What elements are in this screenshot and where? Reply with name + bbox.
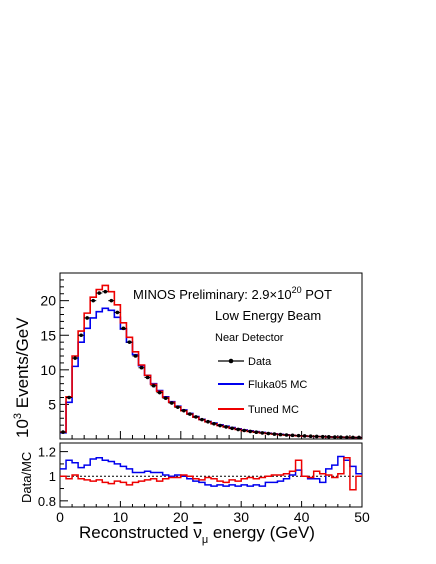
data-point — [212, 421, 216, 426]
data-point — [260, 431, 265, 435]
data-point — [302, 434, 307, 438]
data-point — [182, 408, 186, 413]
ratio-plot-frame — [59, 442, 363, 508]
data-point — [333, 435, 337, 439]
data-point — [97, 291, 102, 295]
x-tick-label: 20 — [173, 509, 189, 525]
legend-data-label: Data — [248, 356, 272, 368]
data-point — [194, 415, 198, 419]
legend-data-marker — [228, 358, 234, 364]
ratio-y-tick-label: 1.2 — [38, 445, 56, 460]
legend-entry-data: Data — [218, 356, 272, 368]
ratio-plot-marks — [60, 455, 362, 491]
ratio-y-tick-label: 1 — [49, 469, 56, 484]
data-point — [236, 427, 240, 432]
legend-entry-tuned: Tuned MC — [218, 404, 299, 416]
data-point — [224, 425, 228, 429]
data-point — [242, 428, 247, 433]
main-y-tick-label: 20 — [40, 293, 56, 309]
data-point — [109, 298, 114, 303]
data-point — [163, 396, 168, 400]
main-y-tick-label: 5 — [48, 396, 56, 412]
data-point — [169, 401, 174, 405]
data-point — [206, 419, 210, 424]
data-point — [139, 365, 144, 370]
main-y-axis-label: 103 Events/GeV — [12, 317, 32, 438]
data-point — [85, 316, 89, 320]
data-point — [345, 435, 349, 440]
data-point — [151, 383, 156, 388]
ratio-y-axis-label: Data/MC — [19, 452, 34, 503]
x-tick-label: 0 — [56, 509, 64, 525]
legend-tuned-label: Tuned MC — [248, 404, 299, 416]
x-tick-label: 40 — [294, 509, 310, 525]
ratio-axis-ticks: 0 10 20 30 40 50 0.8 1 1.2 — [38, 445, 370, 525]
data-point — [79, 333, 83, 338]
x-tick-label: 30 — [233, 509, 249, 525]
data-point — [73, 356, 77, 360]
data-point — [314, 434, 319, 439]
data-point — [230, 426, 234, 431]
ratio-fluka05-line — [60, 455, 362, 487]
data-point — [103, 289, 108, 294]
data-point — [290, 433, 295, 438]
ratio-plot-panel: 0 10 20 30 40 50 0.8 1 1.2 — [38, 442, 370, 525]
preliminary-label: MINOS Preliminary: 2.9×1020 POT — [133, 285, 332, 302]
main-y-tick-label: 10 — [40, 362, 56, 378]
data-point — [218, 423, 222, 428]
data-point — [254, 430, 259, 435]
data-point — [284, 433, 289, 437]
main-plot-marks — [60, 284, 362, 440]
nu-bar-symbol: ν — [193, 523, 202, 542]
data-point — [91, 298, 96, 303]
legend-fluka-label: Fluka05 MC — [248, 379, 307, 391]
detector-label: Near Detector — [215, 332, 284, 344]
data-point — [278, 432, 283, 437]
data-point — [357, 435, 361, 440]
data-point — [61, 430, 65, 434]
x-axis-label: Reconstructed νμ energy (GeV) — [79, 523, 315, 546]
data-point — [339, 435, 343, 439]
data-point — [175, 405, 180, 409]
legend-entry-fluka: Fluka05 MC — [218, 379, 307, 391]
ratio-y-tick-label: 0.8 — [38, 494, 56, 509]
data-point — [326, 435, 331, 439]
data-point — [121, 326, 126, 331]
data-point — [296, 433, 301, 438]
data-point — [133, 354, 138, 358]
data-point — [127, 340, 132, 344]
data-point — [157, 390, 162, 395]
x-tick-label: 50 — [354, 509, 370, 525]
data-point — [320, 434, 325, 439]
data-point — [272, 432, 277, 436]
data-point — [188, 412, 192, 416]
main-plot-panel: 5 10 15 20 — [40, 272, 363, 440]
data-point — [248, 429, 253, 434]
data-point — [115, 310, 120, 315]
beam-label: Low Energy Beam — [215, 308, 321, 323]
data-point — [308, 434, 313, 439]
data-point — [67, 395, 71, 400]
main-y-tick-label: 15 — [40, 327, 56, 343]
data-point — [200, 417, 204, 422]
data-point — [266, 431, 271, 436]
ratio-tuned-line — [60, 457, 362, 491]
legend: Data Fluka05 MC Tuned MC — [218, 356, 307, 416]
data-point — [145, 375, 150, 380]
data-point — [351, 435, 355, 440]
x-tick-label: 10 — [113, 509, 129, 525]
